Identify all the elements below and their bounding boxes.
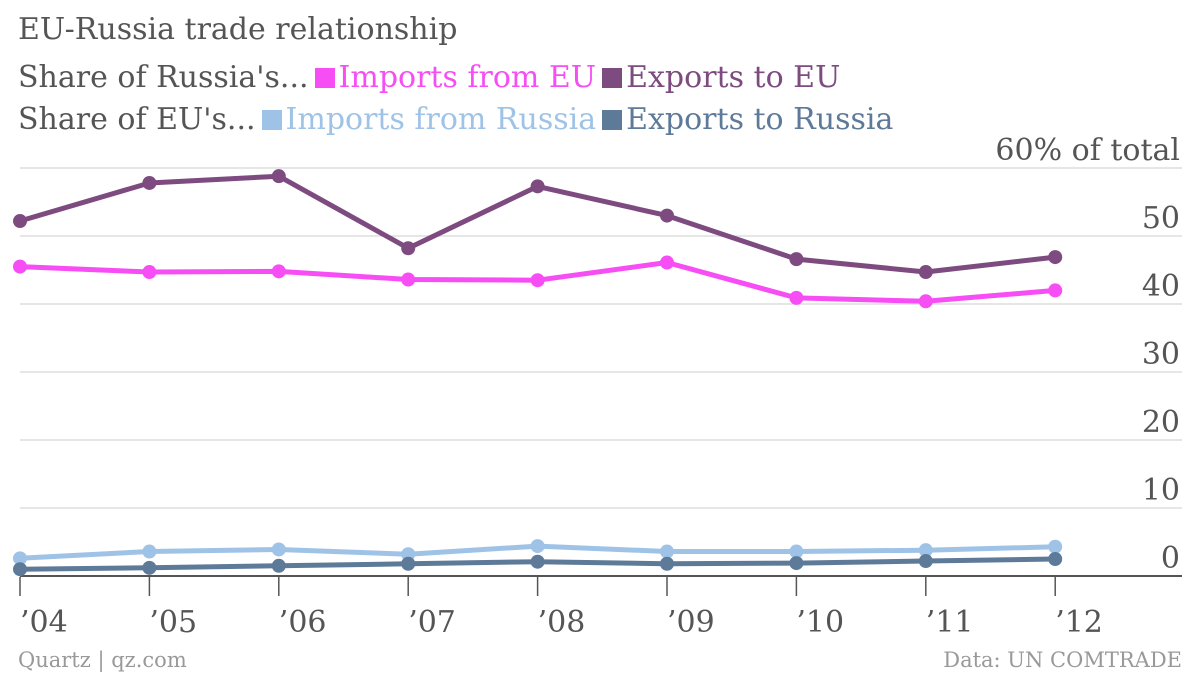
data-point [401,241,416,256]
data-point [401,556,416,571]
x-tick-label: ’12 [1055,605,1103,640]
data-point [789,544,804,559]
data-point [271,558,286,573]
y-tick-label: 60% of total [995,133,1180,168]
data-point [918,294,933,309]
data-point [660,556,674,571]
data-point [142,175,157,190]
data-point [13,214,27,229]
data-point [13,259,27,274]
legend-swatch [314,68,335,88]
data-point [271,169,286,184]
data-point [530,273,545,288]
data-point [789,252,804,267]
x-tick-label: ’11 [926,605,974,640]
data-point [789,556,804,571]
data-point [1048,250,1063,265]
data-point [142,265,157,280]
legend-row-eu: Share of EU's... Imports from Russia Expor… [18,102,893,137]
legend-swatch [602,68,623,88]
y-tick-label: 50 [1142,201,1180,236]
x-tick-label: ’05 [149,605,197,640]
legend-item-imports-from-eu: Imports from EU [314,60,597,95]
data-point [530,539,545,554]
data-point [142,544,157,559]
x-tick-label: ’06 [279,605,327,640]
data-point [271,264,286,279]
data-point [530,179,545,194]
x-tick-label: ’10 [796,605,844,640]
x-tick-label: ’04 [20,605,68,640]
legend-item-imports-from-russia: Imports from Russia [261,102,597,137]
chart-title: EU-Russia trade relationship [18,12,458,47]
data-point [401,272,416,287]
data-point [660,208,674,223]
data-point [789,290,804,305]
x-tick-label: ’08 [538,605,586,640]
legend-group-label: Share of Russia's... [18,60,309,95]
data-point [271,542,286,557]
data-point [530,554,545,569]
legend-swatch [602,110,623,130]
data-point [918,554,933,569]
x-tick-label: ’07 [408,605,456,640]
source-credit: Quartz | qz.com [18,648,187,672]
y-tick-label: 20 [1142,405,1180,440]
legend-item-exports-to-russia: Exports to Russia [602,102,893,137]
legend-label: Imports from EU [338,60,597,95]
legend-label: Imports from Russia [285,102,597,137]
y-tick-label: 30 [1142,337,1180,372]
data-point [660,255,674,270]
y-tick-label: 40 [1142,269,1180,304]
data-point [918,265,933,280]
data-point [1048,552,1063,566]
data-point [1048,539,1063,554]
data-point [918,543,933,558]
legend-group-label: Share of EU's... [18,102,256,137]
data-point [660,544,674,559]
data-point [142,560,157,575]
legend-item-exports-to-eu: Exports to EU [602,60,840,95]
legend-label: Exports to Russia [626,102,894,137]
data-point [13,551,27,566]
y-tick-label: 10 [1142,473,1180,508]
data-source: Data: UN COMTRADE [943,648,1182,672]
legend-label: Exports to EU [626,60,841,95]
legend-row-russia: Share of Russia's... Imports from EU Expor… [18,60,840,95]
data-point [1048,283,1063,298]
legend-swatch [261,110,282,130]
y-tick-label: 0 [1161,541,1180,576]
data-point [13,562,27,577]
x-tick-label: ’09 [667,605,715,640]
